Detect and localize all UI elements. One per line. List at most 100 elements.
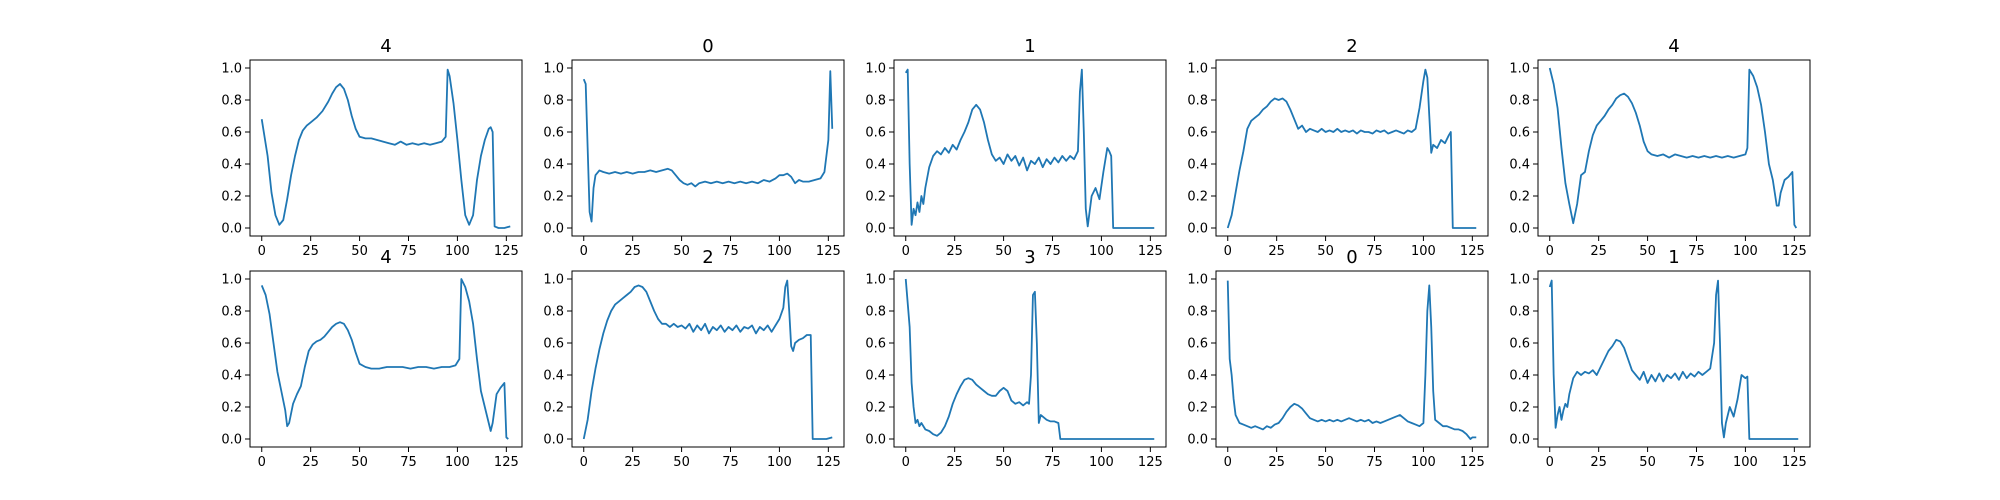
chart-panel-9: 1 0 25 50 75 100 125 0.0 0.2 0.4 0.6 0.8 1.0 (1509, 247, 1811, 470)
y-tick-label: 0.6 (221, 126, 242, 141)
x-tick-label: 100 (1733, 244, 1758, 259)
y-tick-label: 0.8 (865, 94, 886, 109)
y-tick-label: 0.4 (1509, 158, 1530, 173)
x-tick-label: 25 (302, 455, 319, 470)
y-tick-label: 1.0 (543, 273, 564, 288)
series-line (1226, 68, 1477, 229)
y-tick-label: 0.6 (1509, 126, 1530, 141)
panel-title: 1 (1668, 247, 1679, 268)
x-tick-label: 100 (1089, 244, 1114, 259)
y-tick-label: 1.0 (221, 62, 242, 77)
x-tick-label: 0 (258, 455, 266, 470)
x-tick-label: 100 (767, 455, 792, 470)
y-tick-label: 0.2 (221, 401, 242, 416)
y-tick-label: 0.0 (1509, 433, 1530, 448)
y-tick-label: 0.4 (543, 158, 564, 173)
chart-panel-8: 0 0 25 50 75 100 125 0.0 0.2 0.4 0.6 0.8 1.0 (1187, 247, 1489, 470)
chart-panel-2: 1 0 25 50 75 100 125 0.0 0.2 0.4 0.6 0.8 1.0 (865, 36, 1167, 259)
plot-frame (1537, 270, 1811, 448)
y-tick-label: 0.0 (221, 222, 242, 237)
y-tick-label: 0.4 (1187, 158, 1208, 173)
y-tick-label: 0.2 (1187, 190, 1208, 205)
series-line (582, 70, 834, 223)
x-tick-label: 100 (445, 455, 470, 470)
x-tick-label: 100 (1411, 244, 1436, 259)
x-tick-label: 50 (1317, 244, 1334, 259)
x-tick-label: 0 (1224, 244, 1232, 259)
y-tick-label: 0.8 (221, 305, 242, 320)
x-tick-label: 125 (1782, 455, 1807, 470)
panel-title: 0 (702, 36, 713, 57)
y-tick-label: 0.6 (865, 126, 886, 141)
y-tick-label: 0.6 (865, 337, 886, 352)
x-tick-label: 75 (400, 455, 417, 470)
y-tick-label: 0.0 (543, 433, 564, 448)
x-tick-label: 25 (946, 244, 963, 259)
x-tick-label: 75 (1366, 455, 1383, 470)
y-tick-label: 0.8 (543, 305, 564, 320)
x-tick-label: 25 (1590, 244, 1607, 259)
x-tick-label: 125 (1460, 455, 1485, 470)
y-tick-label: 0.2 (221, 190, 242, 205)
y-tick-label: 0.4 (543, 369, 564, 384)
chart-panel-6: 2 0 25 50 75 100 125 0.0 0.2 0.4 0.6 0.8 1.0 (543, 247, 845, 470)
x-tick-label: 100 (1089, 455, 1114, 470)
y-tick-label: 0.4 (221, 158, 242, 173)
y-tick-label: 0.4 (221, 369, 242, 384)
x-tick-label: 125 (1138, 455, 1163, 470)
panel-title: 2 (702, 247, 713, 268)
y-tick-label: 1.0 (221, 273, 242, 288)
x-tick-label: 0 (902, 244, 910, 259)
y-tick-label: 0.8 (865, 305, 886, 320)
y-tick-label: 0.4 (1509, 369, 1530, 384)
plot-frame (1537, 59, 1811, 237)
y-tick-label: 1.0 (1509, 62, 1530, 77)
panel-title: 4 (380, 247, 391, 268)
x-tick-label: 0 (580, 455, 588, 470)
x-tick-label: 50 (1317, 455, 1334, 470)
x-tick-label: 100 (767, 244, 792, 259)
y-tick-label: 0.6 (1509, 337, 1530, 352)
panel-title: 4 (1668, 36, 1679, 57)
chart-panel-5: 4 0 25 50 75 100 125 0.0 0.2 0.4 0.6 0.8 1.0 (221, 247, 523, 470)
x-tick-label: 100 (1411, 455, 1436, 470)
plot-frame (893, 270, 1167, 448)
x-tick-label: 125 (494, 244, 519, 259)
panel-title: 3 (1024, 247, 1035, 268)
y-tick-label: 0.6 (1187, 337, 1208, 352)
y-tick-label: 1.0 (1509, 273, 1530, 288)
y-tick-label: 0.4 (1187, 369, 1208, 384)
series-line (904, 278, 1155, 440)
y-tick-label: 0.6 (543, 126, 564, 141)
x-tick-label: 75 (1044, 244, 1061, 259)
x-tick-label: 125 (1460, 244, 1485, 259)
series-line (260, 278, 509, 440)
panel-title: 2 (1346, 36, 1357, 57)
y-tick-label: 0.0 (1187, 222, 1208, 237)
y-tick-label: 0.0 (1187, 433, 1208, 448)
x-tick-label: 50 (351, 455, 368, 470)
y-tick-label: 0.2 (1509, 190, 1530, 205)
y-tick-label: 0.0 (543, 222, 564, 237)
y-tick-label: 0.6 (1187, 126, 1208, 141)
y-tick-label: 0.2 (543, 401, 564, 416)
x-tick-label: 0 (580, 244, 588, 259)
x-tick-label: 125 (816, 244, 841, 259)
y-tick-label: 1.0 (1187, 62, 1208, 77)
y-tick-label: 1.0 (865, 273, 886, 288)
series-line (1226, 280, 1477, 440)
y-tick-label: 0.8 (1187, 305, 1208, 320)
y-tick-label: 1.0 (1187, 273, 1208, 288)
y-tick-label: 0.0 (221, 433, 242, 448)
x-tick-label: 75 (1366, 244, 1383, 259)
y-tick-label: 0.8 (221, 94, 242, 109)
x-tick-label: 25 (1590, 455, 1607, 470)
y-tick-label: 0.8 (1187, 94, 1208, 109)
chart-panel-1: 0 0 25 50 75 100 125 0.0 0.2 0.4 0.6 0.8 1.0 (543, 36, 845, 259)
x-tick-label: 50 (1639, 244, 1656, 259)
x-tick-label: 75 (722, 455, 739, 470)
y-tick-label: 0.0 (865, 433, 886, 448)
x-tick-label: 75 (722, 244, 739, 259)
plot-frame (249, 59, 523, 237)
plot-frame (1215, 59, 1489, 237)
